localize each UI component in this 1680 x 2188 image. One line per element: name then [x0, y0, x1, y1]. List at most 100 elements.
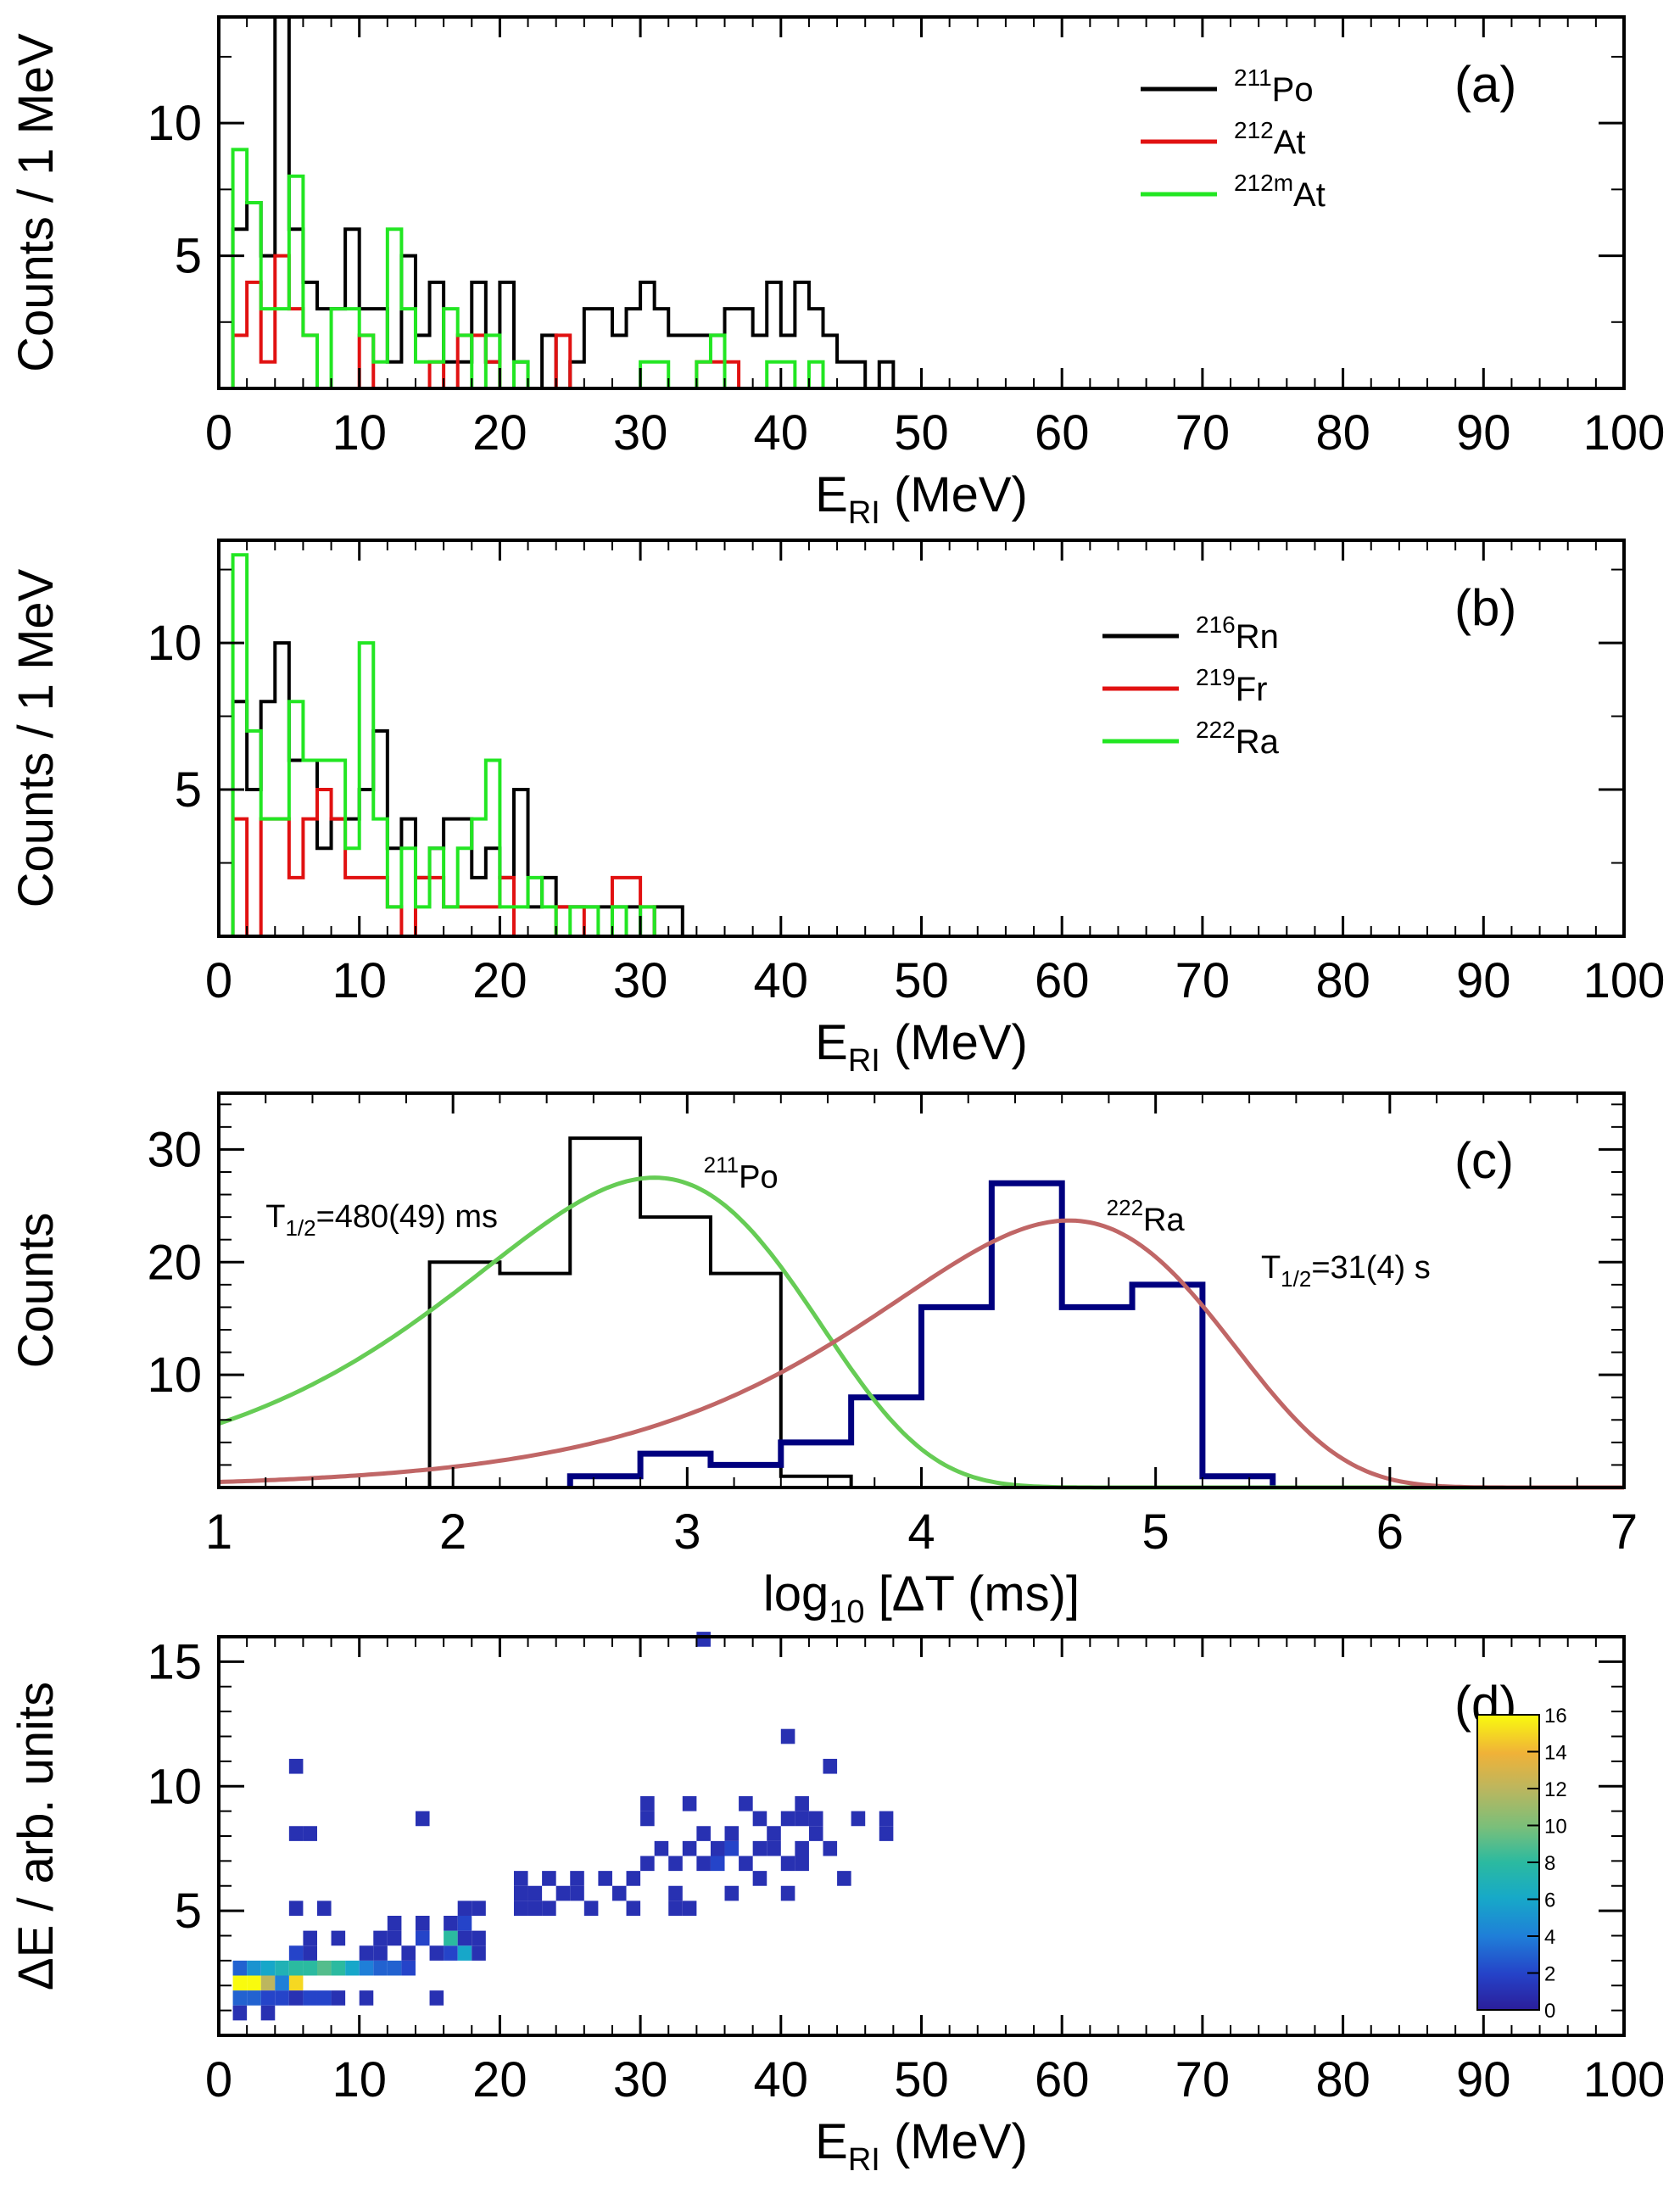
x-tick-label: 90: [1456, 2052, 1511, 2107]
heatmap-cell: [260, 1960, 276, 1976]
y-axis-title: Counts / 1 MeV: [8, 33, 64, 372]
x-tick-label: 30: [613, 953, 668, 1008]
y-tick-label: 5: [175, 229, 202, 284]
plot-frame: [217, 1635, 1626, 2037]
heatmap-cell: [260, 1975, 276, 1991]
x-axis-title-main: log: [763, 1566, 829, 1621]
heatmap-cell: [583, 1901, 599, 1916]
x-tick-label: 100: [1583, 405, 1666, 460]
legend-entry-name: At: [1274, 124, 1306, 161]
heatmap-cell: [260, 2005, 276, 2021]
x-tick-label: 0: [205, 2052, 232, 2107]
heatmap-cell: [247, 1990, 261, 2006]
panel-label: (b): [1454, 579, 1516, 636]
x-tick-label: 7: [1610, 1504, 1638, 1560]
colorbar-tick-label: 12: [1544, 1778, 1567, 1801]
legend-entry-sup: 212m: [1234, 170, 1293, 196]
heatmap-cell: [696, 1632, 711, 1647]
heatmap-cell: [808, 1826, 823, 1841]
heatmap-cell: [696, 1856, 711, 1872]
y-tick-label: 10: [147, 1759, 202, 1814]
annotation: T1/2=480(49) ms: [265, 1199, 498, 1241]
heatmap-cell: [331, 1960, 346, 1976]
heatmap-cell: [513, 1885, 528, 1901]
heatmap-cell: [288, 1758, 304, 1774]
x-tick-label: 60: [1035, 953, 1090, 1008]
annotation-text: Ra: [1143, 1203, 1185, 1238]
heatmap-cell: [668, 1885, 683, 1901]
heatmap-cell: [640, 1856, 655, 1872]
heatmap-cell: [542, 1901, 556, 1916]
x-tick-label: 3: [673, 1504, 700, 1560]
legend-entry: 212At: [1234, 117, 1306, 161]
heatmap-cell: [373, 1960, 388, 1976]
y-tick-label: 10: [147, 1348, 202, 1403]
x-tick-label: 40: [754, 405, 809, 460]
legend-entry: 212mAt: [1234, 170, 1326, 214]
heatmap-cell: [724, 1885, 740, 1901]
heatmap-cell: [570, 1871, 584, 1886]
x-tick-label: 10: [332, 953, 387, 1008]
heatmap-cell: [387, 1930, 402, 1946]
heatmap-cell: [444, 1945, 458, 1961]
heatmap-cell: [527, 1901, 543, 1916]
heatmap-cell: [724, 1840, 740, 1856]
x-tick-label: 40: [754, 953, 809, 1008]
series-211po-histogram: [427, 1136, 853, 1488]
heatmap-cell: [373, 1945, 388, 1961]
annotation-sup: 211: [704, 1153, 739, 1178]
colorbar-tick-label: 0: [1544, 2000, 1555, 2023]
heatmap-cell: [879, 1811, 894, 1827]
x-axis-title-unit: (MeV): [880, 2114, 1028, 2169]
heatmap-cell: [808, 1811, 823, 1827]
legend-entry-sup: 212: [1234, 117, 1274, 143]
annotation-sub: 1/2: [285, 1215, 315, 1241]
heatmap-cell: [457, 1930, 472, 1946]
heatmap-cell: [401, 1960, 416, 1976]
heatmap-cell: [682, 1901, 697, 1916]
annotation-text: Po: [739, 1160, 778, 1196]
legend-entry-sup: 216: [1196, 611, 1236, 638]
heatmap-cell: [837, 1871, 851, 1886]
heatmap-cell: [232, 1960, 248, 1976]
heatmap-cell: [767, 1840, 781, 1856]
x-tick-label: 90: [1456, 953, 1511, 1008]
heatmap-cell: [232, 1990, 248, 2006]
colorbar-tick-label: 4: [1544, 1926, 1555, 1949]
x-tick-label: 80: [1315, 2052, 1370, 2107]
heatmap-cell: [288, 1990, 304, 2006]
y-tick-label: 10: [147, 616, 202, 671]
heatmap-cell: [823, 1840, 838, 1856]
heatmap-cell: [795, 1856, 809, 1872]
heatmap-cell: [570, 1885, 584, 1901]
annotation: 211Po: [704, 1153, 779, 1196]
heatmap-cell: [288, 1945, 304, 1961]
x-axis-title-sub: RI: [848, 1043, 880, 1079]
x-tick-label: 60: [1035, 405, 1090, 460]
legend-entry: 219Fr: [1196, 664, 1267, 708]
panel-label: (a): [1454, 56, 1516, 113]
legend-entry-name: Ra: [1236, 723, 1280, 761]
x-tick-label: 90: [1456, 405, 1511, 460]
legend-entry: 216Rn: [1196, 611, 1279, 656]
x-axis-title-unit: (MeV): [880, 467, 1028, 522]
annotation: 222Ra: [1107, 1195, 1186, 1238]
annotation-sup: 222: [1107, 1195, 1143, 1220]
heatmap-cell: [472, 1945, 486, 1961]
legend-entry: 211Po: [1234, 64, 1314, 109]
heatmap-cell: [303, 1826, 317, 1841]
heatmap-cell: [598, 1871, 612, 1886]
heatmap-cell: [780, 1728, 795, 1744]
heatmap-cell: [415, 1930, 430, 1946]
x-axis-title: ERI (MeV): [815, 1015, 1028, 1079]
heatmap-cell: [275, 1960, 289, 1976]
heatmap-cell: [739, 1856, 753, 1872]
x-tick-label: 20: [472, 953, 527, 1008]
x-tick-label: 50: [894, 2052, 949, 2107]
heatmap-cell: [316, 1960, 332, 1976]
x-tick-label: 10: [332, 2052, 387, 2107]
heatmap-cell: [472, 1930, 486, 1946]
heatmap-cell: [682, 1840, 697, 1856]
heatmap-cell: [232, 1975, 248, 1991]
panel-b: 0 10 20 30 40 50 60 70 80 90 100 ERI (MeV) 5 10 Counts…: [8, 539, 1665, 1079]
